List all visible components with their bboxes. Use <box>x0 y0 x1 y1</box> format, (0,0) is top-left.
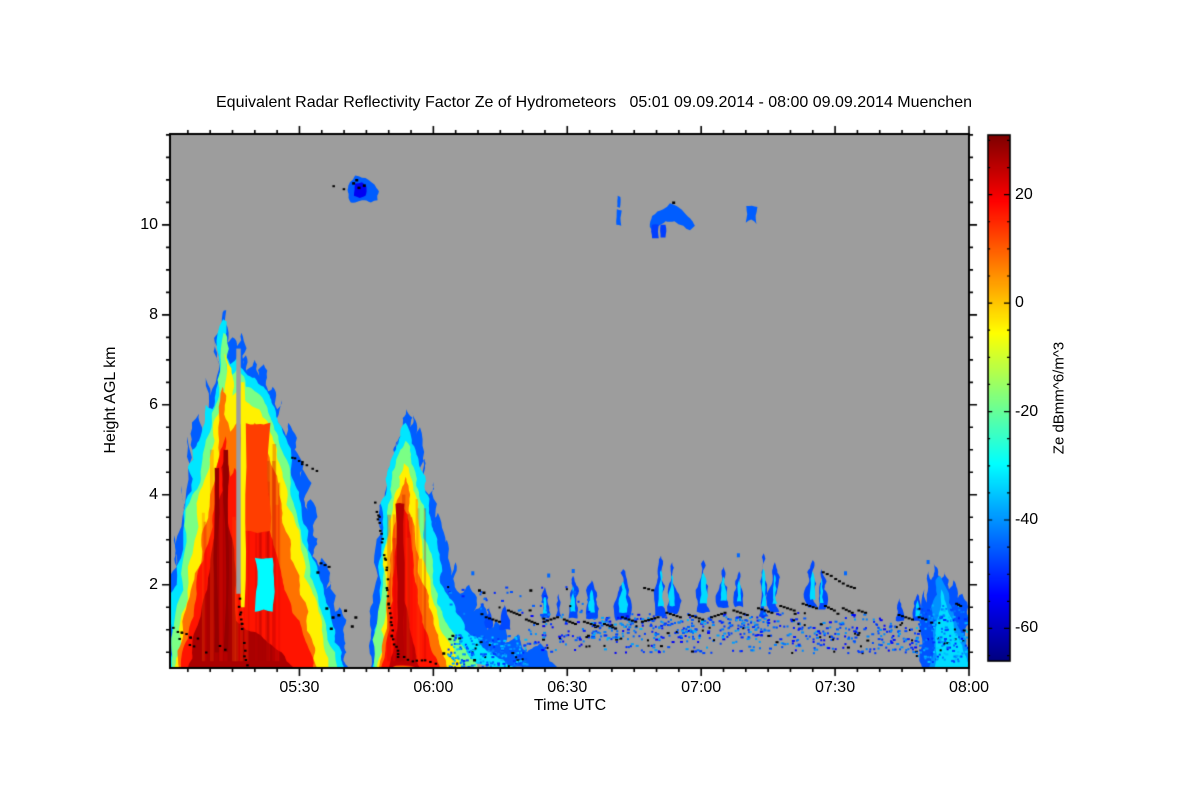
y-tick-label: 2 <box>149 575 158 593</box>
x-tick-label: 07:30 <box>815 679 856 696</box>
x-tick-label: 05:30 <box>279 679 320 696</box>
chart-title: Equivalent Radar Reflectivity Factor Ze … <box>216 94 972 111</box>
colorbar-title: Ze dBmm^6/m^3 <box>1050 341 1068 455</box>
colorbar-tick-label: -40 <box>1015 511 1039 528</box>
y-tick-label: 4 <box>149 485 158 503</box>
y-tick-label: 8 <box>149 305 158 323</box>
x-tick-label: 07:00 <box>681 679 722 696</box>
x-tick-label: 06:30 <box>547 679 588 696</box>
colorbar-tick-label: -60 <box>1015 619 1039 637</box>
y-axis-title: Height AGL km <box>102 346 119 454</box>
x-tick-label: 08:00 <box>948 679 990 696</box>
y-tick-label: 6 <box>149 395 158 413</box>
x-axis-title: Time UTC <box>533 697 607 714</box>
colorbar-tick-label: 20 <box>1015 185 1033 203</box>
y-tick-label: 10 <box>140 215 158 233</box>
colorbar-tick-label: -20 <box>1015 402 1039 420</box>
x-tick-label: 06:00 <box>413 679 454 696</box>
colorbar-tick-label: 0 <box>1015 294 1024 312</box>
